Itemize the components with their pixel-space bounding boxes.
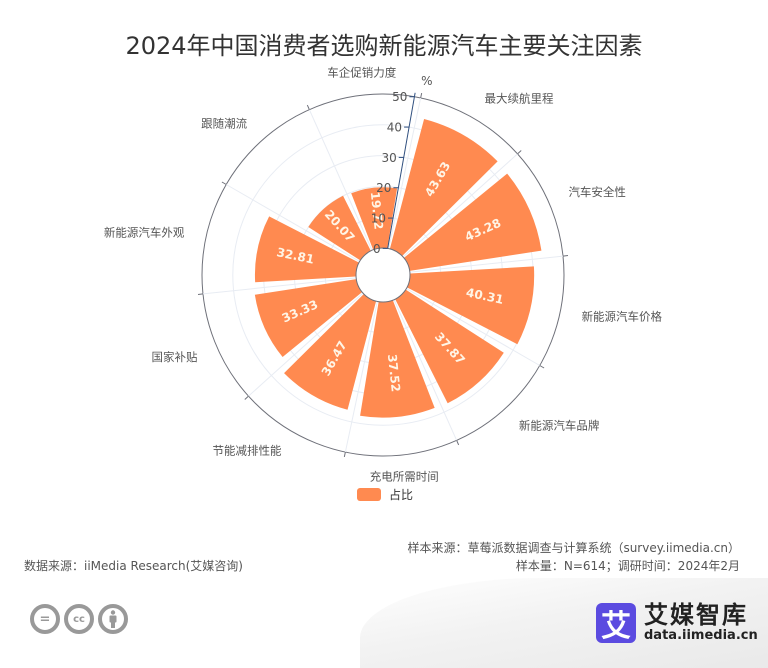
grid-spoke xyxy=(388,97,422,249)
radial-tick-label: 0 xyxy=(373,242,381,256)
bar-value-label: 37.52 xyxy=(385,353,403,392)
radial-unit-label: % xyxy=(421,74,432,88)
category-label: 新能源汽车外观 xyxy=(104,225,185,239)
radial-tick-label: 40 xyxy=(387,121,402,135)
angle-tick xyxy=(244,395,249,400)
brand-logo-icon: 艾 xyxy=(596,603,636,644)
category-label: 新能源汽车价格 xyxy=(582,310,663,324)
category-label: 充电所需时间 xyxy=(370,469,439,483)
grid-spoke xyxy=(202,277,357,295)
angle-tick xyxy=(343,451,346,458)
polar-bar-chart: 19.72车企促销力度43.63最大续航里程43.28汽车安全性40.31新能源… xyxy=(104,66,663,484)
category-label: 车企促销力度 xyxy=(327,66,396,80)
radial-tick-label: 50 xyxy=(392,90,407,104)
brand-name: 艾媒智库 xyxy=(644,601,748,629)
brand-background xyxy=(360,578,768,668)
bar-4 xyxy=(395,289,504,404)
grid-spoke xyxy=(409,255,564,273)
grid-spoke xyxy=(406,288,541,366)
angle-tick xyxy=(539,365,545,369)
data-source: 数据来源：iiMedia Research(艾媒咨询) xyxy=(24,559,243,573)
bar-6 xyxy=(284,294,377,410)
radial-tick-label: 20 xyxy=(376,181,391,195)
angle-tick xyxy=(517,150,522,155)
category-label: 新能源汽车品牌 xyxy=(519,418,600,432)
bar-7 xyxy=(254,279,363,358)
grid-spoke xyxy=(248,292,364,397)
cc-icon: cc xyxy=(64,604,94,634)
bar-9 xyxy=(308,195,371,261)
bar-2 xyxy=(403,173,542,271)
grid-spoke xyxy=(225,184,360,262)
category-label: 节能减排性能 xyxy=(213,443,282,457)
attribution-icon xyxy=(98,604,128,634)
grid-spoke xyxy=(393,299,458,441)
grid-spoke xyxy=(308,109,373,251)
category-label: 汽车安全性 xyxy=(568,185,626,199)
outer-axis-circle xyxy=(201,93,565,457)
brand-url: data.iimedia.cn xyxy=(644,628,758,643)
chart-title: 2024年中国消费者选购新能源汽车主要关注因素 xyxy=(125,32,643,60)
sample-source: 样本来源：草莓派数据调查与计算系统（survey.iimedia.cn） xyxy=(407,541,740,555)
bar-0 xyxy=(351,187,398,250)
bar-1 xyxy=(389,118,498,256)
angle-tick xyxy=(420,92,423,99)
inner-hole xyxy=(355,247,411,303)
grid-spoke xyxy=(402,153,518,258)
bar-3 xyxy=(407,266,535,345)
category-label: 跟随潮流 xyxy=(201,117,247,131)
grid-spoke xyxy=(344,301,378,453)
bar-5 xyxy=(360,300,435,418)
brand-logo-block: 艾 艾媒智库 data.iimedia.cn xyxy=(596,602,758,644)
legend-swatch xyxy=(357,488,381,501)
radial-tick-label: 30 xyxy=(381,151,396,165)
angle-tick xyxy=(306,104,310,110)
license-icons: = cc xyxy=(30,604,128,634)
angle-tick xyxy=(197,293,204,295)
category-label: 最大续航里程 xyxy=(485,92,554,106)
legend-label: 占比 xyxy=(389,488,414,502)
angle-tick xyxy=(456,440,460,446)
radial-axis xyxy=(387,92,416,249)
angle-tick xyxy=(562,255,569,257)
no-derivatives-icon: = xyxy=(30,604,60,634)
sample-info: 样本量：N=614；调研时间：2024年2月 xyxy=(515,559,740,573)
bar-value-label: 19.72 xyxy=(368,191,386,230)
bar-8 xyxy=(254,216,359,283)
radial-tick-label: 10 xyxy=(371,212,386,226)
category-label: 国家补贴 xyxy=(152,350,198,364)
angle-tick xyxy=(221,181,227,185)
legend[interactable]: 占比 xyxy=(357,486,413,503)
